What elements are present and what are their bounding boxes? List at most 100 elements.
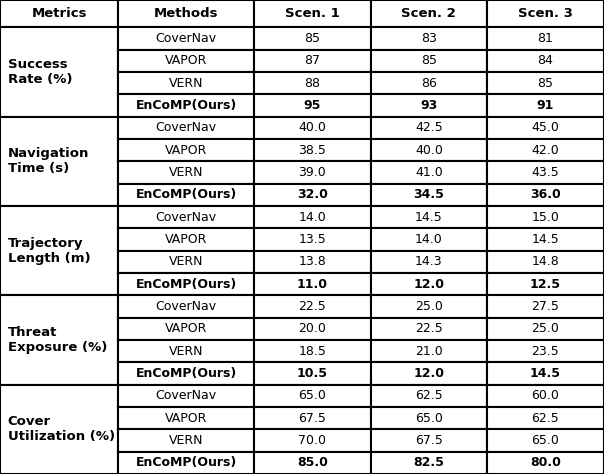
Text: 42.0: 42.0 <box>532 144 559 157</box>
Bar <box>254 139 370 162</box>
Text: 65.0: 65.0 <box>532 434 559 447</box>
Bar <box>254 273 370 295</box>
Text: 85: 85 <box>538 77 553 90</box>
Bar <box>254 50 370 72</box>
Text: 14.5: 14.5 <box>415 211 443 224</box>
Bar <box>118 318 254 340</box>
Bar <box>487 27 604 50</box>
Bar <box>487 94 604 117</box>
Bar <box>254 318 370 340</box>
Text: 85: 85 <box>421 55 437 67</box>
Text: Scen. 2: Scen. 2 <box>402 7 456 20</box>
Bar <box>254 162 370 184</box>
Text: VERN: VERN <box>169 166 204 179</box>
Bar <box>118 273 254 295</box>
Bar <box>487 452 604 474</box>
Text: 42.5: 42.5 <box>415 121 443 135</box>
Bar <box>487 363 604 385</box>
Text: 83: 83 <box>421 32 437 45</box>
Text: 12.0: 12.0 <box>413 367 445 380</box>
Bar <box>254 385 370 407</box>
Bar <box>118 295 254 318</box>
Bar <box>370 407 487 429</box>
Bar <box>370 117 487 139</box>
Bar <box>254 117 370 139</box>
Bar <box>118 27 254 50</box>
Text: 65.0: 65.0 <box>298 389 326 402</box>
Bar <box>118 50 254 72</box>
Text: 88: 88 <box>304 77 320 90</box>
Text: 14.8: 14.8 <box>532 255 559 268</box>
Text: 22.5: 22.5 <box>298 300 326 313</box>
Bar <box>254 429 370 452</box>
Text: 91: 91 <box>537 99 554 112</box>
Text: 93: 93 <box>420 99 437 112</box>
Text: 27.5: 27.5 <box>532 300 559 313</box>
Bar <box>254 363 370 385</box>
Text: 14.0: 14.0 <box>298 211 326 224</box>
Text: CoverNav: CoverNav <box>155 32 217 45</box>
Bar <box>254 251 370 273</box>
Text: 11.0: 11.0 <box>297 278 328 291</box>
Bar <box>118 72 254 94</box>
Bar <box>254 72 370 94</box>
Text: 86: 86 <box>421 77 437 90</box>
Bar <box>118 117 254 139</box>
Bar <box>254 452 370 474</box>
Text: VAPOR: VAPOR <box>165 322 207 336</box>
Text: Scen. 3: Scen. 3 <box>518 7 573 20</box>
Text: 85: 85 <box>304 32 320 45</box>
Bar <box>254 340 370 363</box>
Text: 12.5: 12.5 <box>530 278 561 291</box>
Bar <box>487 72 604 94</box>
Bar <box>370 363 487 385</box>
Bar <box>254 27 370 50</box>
Text: EnCoMP(Ours): EnCoMP(Ours) <box>135 278 237 291</box>
Text: 14.3: 14.3 <box>415 255 443 268</box>
Bar <box>487 251 604 273</box>
Bar <box>487 50 604 72</box>
Bar <box>370 228 487 251</box>
Bar <box>370 385 487 407</box>
Text: 20.0: 20.0 <box>298 322 326 336</box>
Text: Navigation
Time (s): Navigation Time (s) <box>7 147 89 175</box>
Text: 65.0: 65.0 <box>415 412 443 425</box>
Bar <box>370 27 487 50</box>
Bar <box>118 407 254 429</box>
Text: 60.0: 60.0 <box>532 389 559 402</box>
Bar <box>254 0 370 27</box>
Text: 87: 87 <box>304 55 320 67</box>
Text: Threat
Exposure (%): Threat Exposure (%) <box>7 326 107 354</box>
Bar <box>1 206 118 295</box>
Bar <box>487 117 604 139</box>
Text: 40.0: 40.0 <box>415 144 443 157</box>
Text: 23.5: 23.5 <box>532 345 559 358</box>
Bar <box>370 251 487 273</box>
Text: 34.5: 34.5 <box>413 189 445 201</box>
Bar <box>1 27 118 117</box>
Text: VAPOR: VAPOR <box>165 233 207 246</box>
Bar <box>370 94 487 117</box>
Text: 81: 81 <box>538 32 553 45</box>
Bar <box>370 162 487 184</box>
Bar <box>118 0 254 27</box>
Text: 25.0: 25.0 <box>532 322 559 336</box>
Text: 45.0: 45.0 <box>532 121 559 135</box>
Bar <box>370 452 487 474</box>
Text: 38.5: 38.5 <box>298 144 326 157</box>
Bar <box>370 50 487 72</box>
Bar <box>487 340 604 363</box>
Text: VAPOR: VAPOR <box>165 144 207 157</box>
Text: 41.0: 41.0 <box>415 166 443 179</box>
Text: 40.0: 40.0 <box>298 121 326 135</box>
Bar <box>370 0 487 27</box>
Text: CoverNav: CoverNav <box>155 211 217 224</box>
Text: 18.5: 18.5 <box>298 345 326 358</box>
Bar <box>254 228 370 251</box>
Bar <box>487 139 604 162</box>
Text: 95: 95 <box>304 99 321 112</box>
Bar <box>370 184 487 206</box>
Text: VERN: VERN <box>169 434 204 447</box>
Text: Cover
Utilization (%): Cover Utilization (%) <box>7 415 115 443</box>
Text: 43.5: 43.5 <box>532 166 559 179</box>
